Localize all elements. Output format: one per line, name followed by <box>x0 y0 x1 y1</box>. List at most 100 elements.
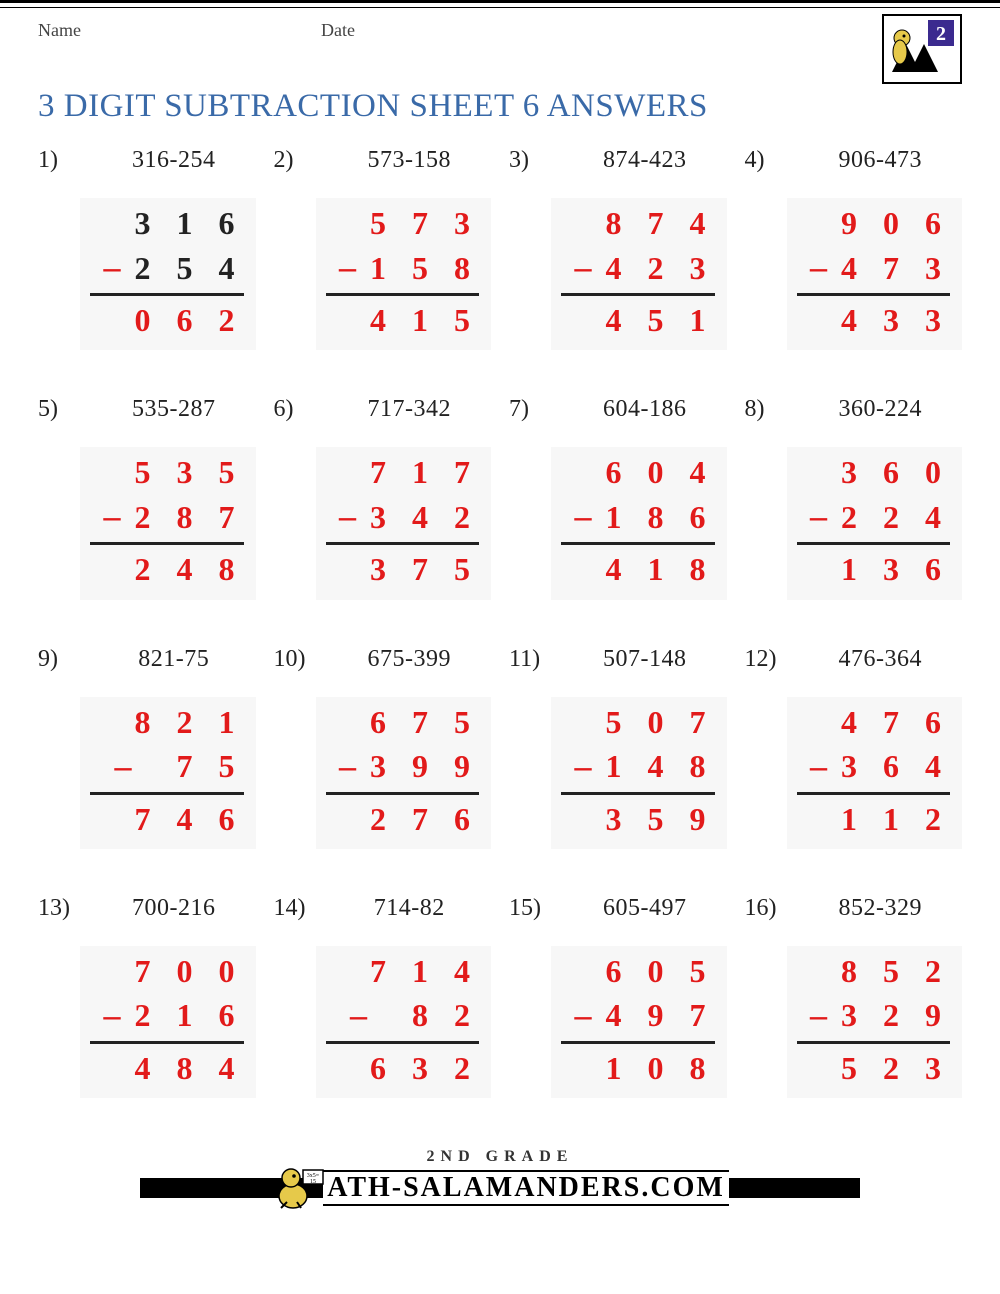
problem-header: 7)604-186 <box>509 396 727 423</box>
subtrahend: 2 5 4 <box>135 247 244 290</box>
minuend: 5 0 7 <box>606 701 715 744</box>
answer: 4 3 3 <box>841 299 950 342</box>
minuend-row: 6 0 5 <box>561 950 715 993</box>
problem-expression: 507-148 <box>563 646 727 673</box>
minus-sign-icon: – <box>115 744 132 790</box>
problem-expression: 360-224 <box>799 396 963 423</box>
subtrahend: 3 6 4 <box>841 745 950 788</box>
subtrahend-row: –2 5 4 <box>90 245 244 291</box>
problem-number: 4) <box>745 147 799 174</box>
equals-rule <box>326 792 480 795</box>
problem-expression: 821-75 <box>92 646 256 673</box>
subtrahend: 4 2 3 <box>606 247 715 290</box>
subtrahend-row: –3 6 4 <box>797 744 951 790</box>
subtrahend-row: –8 2 <box>326 993 480 1039</box>
minuend-row: 7 1 4 <box>326 950 480 993</box>
minus-sign-icon: – <box>350 993 367 1039</box>
minuend-row: 5 3 5 <box>90 451 244 494</box>
answer-row: 2 7 6 <box>326 798 480 841</box>
problem-number: 3) <box>509 147 563 174</box>
problem-header: 4)906-473 <box>745 147 963 174</box>
subtrahend-row: –3 4 2 <box>326 494 480 540</box>
equals-rule <box>561 792 715 795</box>
problem-header: 12)476-364 <box>745 646 963 673</box>
footer-salamander-icon: 3x5= 15 <box>271 1164 329 1212</box>
subtrahend: 3 2 9 <box>841 994 950 1037</box>
minuend: 3 1 6 <box>135 202 244 245</box>
subtrahend: 1 5 8 <box>370 247 479 290</box>
answer-row: 4 3 3 <box>797 299 951 342</box>
problem-cell: 11)507-1485 0 7–1 4 83 5 9 <box>509 646 727 849</box>
problem-number: 12) <box>745 646 799 673</box>
problem-number: 16) <box>745 895 799 922</box>
answer: 2 7 6 <box>370 798 479 841</box>
answer: 1 1 2 <box>841 798 950 841</box>
subtrahend-row: –2 2 4 <box>797 494 951 540</box>
header-row: Name Date 2 <box>38 14 962 84</box>
answer: 6 3 2 <box>370 1047 479 1090</box>
problem-expression: 700-216 <box>92 895 256 922</box>
minuend: 6 7 5 <box>370 701 479 744</box>
answer: 4 1 8 <box>606 548 715 591</box>
answer-row: 4 8 4 <box>90 1047 244 1090</box>
problem-expression: 604-186 <box>563 396 727 423</box>
problem-expression: 535-287 <box>92 396 256 423</box>
minuend: 6 0 5 <box>606 950 715 993</box>
subtrahend-row: –4 7 3 <box>797 245 951 291</box>
problem-work: 7 0 0–2 1 64 8 4 <box>80 946 256 1098</box>
subtrahend-row: –7 5 <box>90 744 244 790</box>
problem-cell: 7)604-1866 0 4–1 8 64 1 8 <box>509 396 727 599</box>
minus-sign-icon: – <box>104 494 121 540</box>
footer-site: ATH-SALAMANDERS.COM <box>323 1170 729 1206</box>
equals-rule <box>797 792 951 795</box>
subtrahend: 7 5 <box>146 745 244 788</box>
svg-text:2: 2 <box>936 23 946 45</box>
answer-row: 3 5 9 <box>561 798 715 841</box>
minus-sign-icon: – <box>810 245 827 291</box>
problem-header: 3)874-423 <box>509 147 727 174</box>
subtrahend: 3 9 9 <box>370 745 479 788</box>
problem-number: 2) <box>274 147 328 174</box>
problem-work: 7 1 4–8 2 6 3 2 <box>316 946 492 1098</box>
minuend: 3 6 0 <box>841 451 950 494</box>
problem-number: 7) <box>509 396 563 423</box>
answer-row: 1 1 2 <box>797 798 951 841</box>
answer: 7 4 6 <box>135 798 244 841</box>
subtrahend: 2 2 4 <box>841 496 950 539</box>
subtrahend-row: –2 8 7 <box>90 494 244 540</box>
problem-work: 5 7 3–1 5 84 1 5 <box>316 198 492 350</box>
salamander-logo-icon: 2 <box>886 18 958 80</box>
subtrahend-row: –4 9 7 <box>561 993 715 1039</box>
worksheet-title: 3 DIGIT SUBTRACTION SHEET 6 ANSWERS <box>38 88 962 125</box>
subtrahend-row: –3 9 9 <box>326 744 480 790</box>
answer: 2 4 8 <box>135 548 244 591</box>
problem-header: 16)852-329 <box>745 895 963 922</box>
problems-grid: 1)316-2543 1 6–2 5 40 6 22)573-1585 7 3–… <box>38 147 962 1098</box>
answer-row: 2 4 8 <box>90 548 244 591</box>
equals-rule <box>561 1041 715 1044</box>
top-double-rule <box>0 0 1000 8</box>
problem-cell: 4)906-4739 0 6–4 7 34 3 3 <box>745 147 963 350</box>
answer-row: 1 0 8 <box>561 1047 715 1090</box>
minuend-row: 7 0 0 <box>90 950 244 993</box>
name-label: Name <box>38 20 81 41</box>
problem-number: 14) <box>274 895 328 922</box>
problem-expression: 874-423 <box>563 147 727 174</box>
minuend-row: 6 7 5 <box>326 701 480 744</box>
problem-header: 14)714-82 <box>274 895 492 922</box>
problem-header: 10)675-399 <box>274 646 492 673</box>
minus-sign-icon: – <box>575 494 592 540</box>
problem-cell: 3)874-4238 7 4–4 2 34 5 1 <box>509 147 727 350</box>
minuend-row: 5 0 7 <box>561 701 715 744</box>
answer-row: 1 3 6 <box>797 548 951 591</box>
answer: 5 2 3 <box>841 1047 950 1090</box>
problem-cell: 12)476-3644 7 6–3 6 41 1 2 <box>745 646 963 849</box>
minus-sign-icon: – <box>575 744 592 790</box>
problem-header: 8)360-224 <box>745 396 963 423</box>
minus-sign-icon: – <box>104 245 121 291</box>
minuend: 5 3 5 <box>135 451 244 494</box>
problem-expression: 852-329 <box>799 895 963 922</box>
problem-header: 13)700-216 <box>38 895 256 922</box>
problem-expression: 906-473 <box>799 147 963 174</box>
problem-work: 8 5 2–3 2 95 2 3 <box>787 946 963 1098</box>
